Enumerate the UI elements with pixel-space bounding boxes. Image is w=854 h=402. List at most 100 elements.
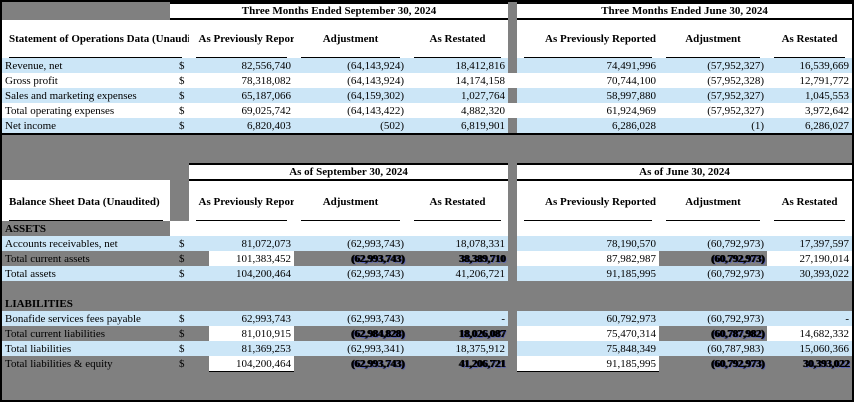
value-cell: 82,556,740 [209, 58, 294, 73]
column-header-row: Statement of Operations Data (Unaudited)… [2, 19, 852, 58]
empty-cell [170, 296, 209, 311]
empty-cell [407, 221, 509, 236]
table-row-total-assets: Total assets $ 104,200,464 (62,993,743) … [2, 266, 852, 281]
empty-cell [767, 221, 852, 236]
row-label: Gross profit [2, 73, 170, 88]
value-cell: (57,952,327) [659, 103, 768, 118]
value-cell: (64,159,302) [294, 88, 407, 103]
value-cell: (60,787,983) [659, 341, 768, 356]
empty-cell [170, 221, 209, 236]
table-title-cell: Statement of Operations Data (Unaudited) [2, 19, 189, 58]
value-cell: 61,924,969 [517, 103, 660, 118]
value-cell: (62,993,341) [294, 341, 407, 356]
column-header-label: As Restated [429, 195, 486, 208]
row-label: Sales and marketing expenses [2, 88, 170, 103]
value-cell: 78,318,082 [209, 73, 294, 88]
gap-cell [508, 58, 518, 73]
empty-cell [170, 281, 209, 296]
table-row-total-liabilities-and-equity: Total liabilities & equity $ 104,200,464… [2, 356, 852, 372]
value-cell: 14,682,332 [767, 326, 852, 341]
header-gray-sliver [170, 180, 189, 221]
table-row-accounts-receivables-net: Accounts receivables, net $ 81,072,073 (… [2, 236, 852, 251]
value-cell: 58,997,880 [517, 88, 660, 103]
table-gap [2, 135, 852, 163]
column-header-label: As Previously Reported [545, 33, 657, 45]
table-title: Statement of Operations Data (Unaudited) [9, 21, 189, 58]
row-label: Total liabilities & equity [5, 357, 113, 370]
value-cell: (502) [294, 118, 407, 135]
value-cell: 6,286,028 [517, 118, 660, 135]
gap-cell [508, 73, 518, 88]
value-cell-garbled: 41,206,721 [458, 357, 506, 370]
value-cell: 101,383,452 [209, 251, 294, 266]
value-cell: (64,143,924) [294, 58, 407, 73]
column-header-label: As Previously Reported [545, 195, 657, 208]
value-cell: 70,744,100 [517, 73, 660, 88]
empty-cell [209, 296, 294, 311]
row-label: Revenue, net [2, 58, 170, 73]
row-label: Accounts receivables, net [2, 236, 170, 251]
empty-cell [294, 296, 407, 311]
value-cell: 104,200,464 [209, 356, 294, 372]
column-header-label: As Restated [429, 33, 486, 45]
currency-symbol: $ [170, 73, 209, 88]
gap-cell [508, 103, 518, 118]
value-cell: 18,078,331 [407, 236, 509, 251]
gap-cell [508, 281, 518, 296]
value-cell: 91,185,995 [517, 266, 660, 281]
row-label: Total current liabilities [5, 327, 106, 340]
gap-cell [508, 180, 518, 221]
value-cell: 12,791,772 [767, 73, 852, 88]
value-cell: (1) [659, 118, 768, 135]
currency-symbol: $ [170, 311, 209, 326]
value-cell: (62,993,743) [294, 311, 407, 326]
column-header-label: As Restated [781, 33, 838, 45]
statement-of-operations-table: Three Months Ended September 30, 2024 Th… [2, 2, 852, 135]
gap-cell [508, 3, 517, 19]
value-cell: 14,174,158 [407, 73, 509, 88]
value-cell: 87,982,987 [517, 251, 660, 266]
gap-cell [508, 221, 518, 236]
value-cell: 81,369,253 [209, 341, 294, 356]
section-row-liabilities: LIABILITIES [2, 296, 852, 311]
empty-cell [517, 221, 660, 236]
column-header-row: Balance Sheet Data (Unaudited) As Previo… [2, 180, 852, 221]
table-title: Balance Sheet Data (Unaudited) [9, 183, 163, 221]
band-corner-pad [2, 164, 189, 180]
value-cell: (57,952,327) [659, 88, 768, 103]
table-title-cell: Balance Sheet Data (Unaudited) [2, 180, 170, 221]
balance-sheet-table: As of September 30, 2024 As of June 30, … [2, 163, 852, 372]
empty-cell [407, 296, 508, 311]
value-cell: 75,848,349 [517, 341, 660, 356]
currency-symbol: $ [170, 88, 209, 103]
gap-cell [508, 311, 518, 326]
column-header-as-restated: As Restated [767, 19, 852, 58]
table-row-revenue-net: Revenue, net $ 82,556,740 (64,143,924) 1… [2, 58, 852, 73]
row-label: Total current assets [5, 252, 90, 265]
currency-symbol: $ [170, 236, 209, 251]
column-header-label: Adjustment [685, 33, 741, 45]
empty-cell [767, 281, 852, 296]
value-cell: (60,792,973) [659, 236, 768, 251]
table-row-total-operating-expenses: Total operating expenses $ 69,025,742 (6… [2, 103, 852, 118]
empty-cell [2, 281, 170, 296]
gap-cell [508, 266, 518, 281]
value-cell-garbled: (60,787,982) [710, 327, 765, 340]
column-header-label: Adjustment [322, 195, 379, 208]
value-cell-garbled: 30,393,022 [802, 357, 850, 370]
empty-cell [659, 221, 768, 236]
row-label: Total operating expenses [2, 103, 170, 118]
value-cell-garbled: (62,993,743) [350, 252, 405, 265]
currency-symbol: $ [179, 252, 185, 265]
gap-cell [508, 88, 518, 103]
table-row-total-liabilities: Total liabilities $ 81,369,253 (62,993,3… [2, 341, 852, 356]
period-band-row: As of September 30, 2024 As of June 30, … [2, 163, 852, 181]
currency-symbol: $ [179, 327, 185, 340]
value-cell: (60,792,973) [659, 266, 768, 281]
value-cell: 18,412,816 [407, 58, 509, 73]
value-cell: 1,045,553 [767, 88, 852, 103]
gap-cell [508, 296, 518, 311]
row-label: Total assets [2, 266, 170, 281]
table-row-net-income: Net income $ 6,820,403 (502) 6,819,901 6… [2, 118, 852, 135]
value-cell: 62,993,743 [209, 311, 294, 326]
